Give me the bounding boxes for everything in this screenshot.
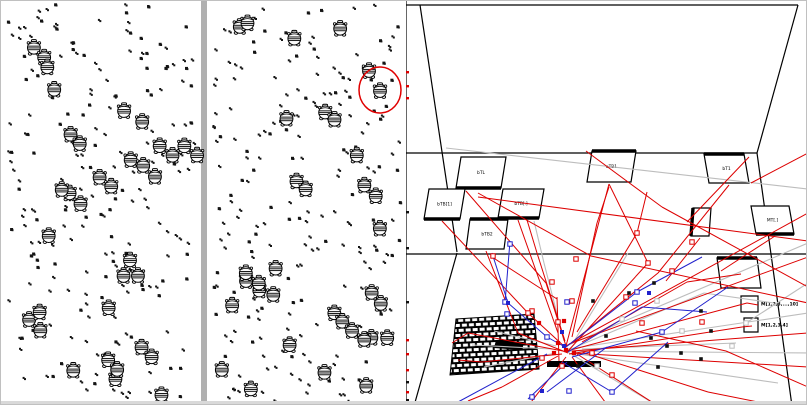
robot-agent-icon (123, 151, 138, 168)
robot-agent-icon (103, 177, 119, 195)
robot-agent-icon (33, 321, 48, 339)
robot-agent-icon (130, 267, 146, 284)
robot-agent-icon (379, 329, 395, 346)
robot-agent-icon (73, 195, 88, 212)
robot-agent-icon (243, 380, 259, 398)
plaque-G-label: MT[.] (767, 218, 779, 224)
robot-agent-icon (356, 331, 372, 348)
robot-agent-icon (368, 187, 384, 205)
robot-agent-icon (122, 251, 138, 269)
robot-agent-icon (372, 82, 388, 99)
plaque-I (716, 256, 762, 289)
node-box-2-label: M[1,2,3,4] (761, 323, 788, 329)
robot-agent-icon (116, 102, 132, 119)
arena-2d-viewport[interactable] (1, 1, 406, 404)
robot-agent-icon (332, 20, 348, 37)
robot-agent-icon (135, 157, 151, 174)
plaque-C: bT1 (703, 152, 750, 184)
edge-tick-marks (406, 71, 409, 402)
robot-agent-icon (147, 168, 163, 185)
plaque-E-label: bTB[.] (514, 201, 528, 207)
plaque-F-label: bTB2 (481, 232, 492, 238)
plaque-A: bTL (455, 156, 507, 190)
robot-agent-icon (134, 113, 150, 130)
robot-agent-icon (101, 299, 116, 317)
window-bottom-strip (1, 401, 806, 404)
robot-agent-icon (41, 227, 57, 244)
robot-agent-icon (40, 58, 55, 76)
robot-agent-icon (372, 219, 388, 237)
robot-agent-icon (327, 111, 342, 128)
robot-agent-icon (373, 295, 389, 312)
food-dots-layer (6, 3, 403, 403)
robot-agent-icon (287, 29, 302, 47)
arena-2d-canvas (1, 1, 406, 404)
robot-agent-icon (54, 181, 70, 198)
trajectory-network (441, 147, 806, 404)
plaque-D-label: bTB[1] (437, 202, 452, 208)
robot-agent-icon (189, 146, 205, 164)
robot-agent-icon (224, 296, 240, 314)
robot-agent-icon (214, 361, 230, 378)
plaque-A-label: bTL (477, 170, 485, 176)
robot-agent-icon (65, 362, 81, 379)
node-box-1-label: M[1,2,3,...,10] (761, 302, 798, 308)
robot-agent-icon (32, 303, 47, 321)
robot-agent-icon (240, 14, 255, 32)
robot-agent-icon (358, 377, 374, 394)
plaque-H (689, 207, 712, 237)
robot-agent-icon (279, 110, 294, 127)
robot-agent-icon (72, 135, 88, 152)
robot-agent-icon (144, 348, 159, 366)
node-markers (490, 230, 749, 400)
plaque-D: bTB[1] (423, 188, 466, 221)
arena-divider (201, 1, 207, 404)
plaque-E: bTB[.] (497, 188, 545, 220)
plaque-G: MT[.] (750, 205, 795, 236)
robot-agent-icon (165, 146, 180, 164)
robot-agent-icon (109, 361, 125, 378)
plaque-C-label: bT1 (722, 166, 730, 172)
arena-3d-viewport[interactable]: bTL aTB1 bT1 bTB[1] bTB[.] bTB2 MT[.] M[1,2,3,.… (406, 1, 806, 404)
robot-agent-icon (238, 264, 254, 281)
robot-agent-icon (265, 286, 281, 303)
highlight-ellipse (358, 66, 402, 114)
robot-agent-icon (344, 322, 360, 339)
plaque-F: bTB2 (465, 217, 509, 250)
robot-agent-icon (46, 81, 62, 98)
robot-agent-icon (349, 146, 365, 164)
robot-agent-icon (282, 336, 297, 353)
robot-agent-icon (251, 274, 267, 292)
robot-agent-icon (116, 267, 131, 284)
robot-agent-icon (152, 137, 167, 155)
robot-agent-icon (268, 259, 283, 277)
robot-agent-icon (317, 364, 332, 381)
robot-agent-icon (298, 180, 313, 198)
